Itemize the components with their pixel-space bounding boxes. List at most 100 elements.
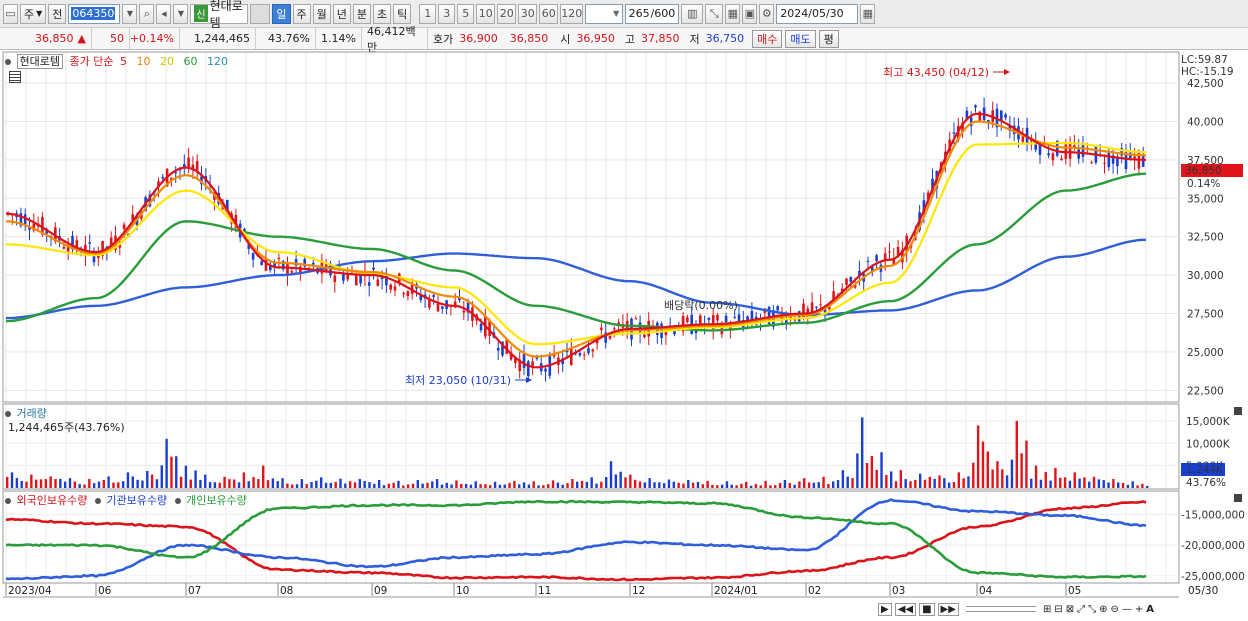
volume-bar — [406, 484, 410, 488]
zoom-in-icon[interactable]: + — [1134, 603, 1144, 615]
candle-body — [1090, 162, 1093, 164]
gear-icon[interactable]: ⚙ — [759, 3, 775, 24]
volume-bar — [92, 483, 96, 488]
forward-icon[interactable]: ▶▶ — [937, 602, 959, 616]
volume-bar — [981, 441, 985, 488]
speaker-icon[interactable]: ◂ — [156, 3, 172, 24]
candle-body — [931, 178, 934, 191]
period-mode-select[interactable]: 주 ▼ — [20, 3, 47, 24]
chart-canvas[interactable]: 42,500 40,000 37,500 35,000 32,500 30,000 27,5… — [0, 50, 1248, 621]
candle-type-icon[interactable]: ▥ — [681, 3, 704, 24]
institution-holdings-label[interactable]: 기관보유수량 — [106, 494, 168, 507]
candle-body — [828, 306, 831, 310]
volume-bar — [803, 478, 806, 488]
interval-day[interactable]: 일 — [272, 3, 291, 24]
tool-icon-4[interactable]: ⤢ — [1077, 603, 1086, 615]
volume-bar — [648, 478, 651, 488]
volume-bar — [638, 481, 642, 488]
candle-body — [406, 291, 410, 296]
step-3[interactable]: 3 — [438, 3, 456, 24]
search-icon[interactable]: ⌕ — [139, 3, 155, 24]
tool-icon-7[interactable]: ⊖ — [1110, 603, 1119, 615]
table-mini-icon[interactable] — [9, 71, 21, 83]
volume-close-icon[interactable] — [1234, 407, 1242, 415]
interval-month[interactable]: 월 — [312, 3, 331, 24]
volume-bar — [986, 451, 989, 488]
step-5[interactable]: 5 — [457, 3, 475, 24]
step-120[interactable]: 120 — [560, 3, 584, 24]
stock-name-field[interactable]: 신 현대로템 — [190, 0, 249, 30]
save-icon[interactable]: ▣ — [742, 3, 758, 24]
volume-bar — [208, 482, 212, 488]
interval-year[interactable]: 년 — [332, 3, 351, 24]
interval-second[interactable]: 초 — [373, 3, 392, 24]
stop-icon[interactable]: ■ — [919, 602, 935, 616]
quote-prices: 호가 36,900 36,850 시 36,950 고 37,850 저 36,… — [428, 28, 749, 49]
interval-tick[interactable]: 틱 — [393, 3, 412, 24]
ma-line-10 — [5, 120, 1147, 358]
volume-bar — [1107, 482, 1110, 488]
window-icon[interactable]: ▭ — [3, 3, 18, 24]
volume-bar — [150, 474, 154, 488]
settings-mini-icon[interactable] — [94, 498, 101, 504]
count-input[interactable]: 265/600 — [625, 3, 680, 24]
tool-icon-5[interactable]: ⤡ — [1088, 603, 1097, 615]
candle-body — [342, 274, 345, 281]
font-size-icon[interactable]: A — [1146, 603, 1155, 615]
settings-mini-icon[interactable] — [5, 59, 11, 65]
eval-button[interactable]: 평 — [818, 29, 839, 48]
volume-bar — [865, 463, 869, 488]
stock-code-input[interactable]: 064350 — [68, 3, 121, 24]
individual-holdings-label[interactable]: 개인보유수량 — [186, 494, 247, 507]
candle-body — [978, 111, 982, 122]
candle-body — [802, 303, 805, 319]
custom-step-input[interactable]: ▼ — [585, 3, 624, 24]
step-30[interactable]: 30 — [518, 3, 538, 24]
settings-mini-icon[interactable] — [5, 411, 11, 417]
zoom-out-icon[interactable]: — — [1121, 603, 1132, 615]
tool-icon-6[interactable]: ⊕ — [1099, 603, 1108, 615]
volume-bar — [368, 482, 371, 488]
settings-mini-icon[interactable] — [5, 498, 11, 504]
foreign-holdings-label[interactable]: 외국인보유수량 — [16, 494, 88, 507]
volume-bar — [1044, 471, 1047, 488]
step-60[interactable]: 60 — [539, 3, 559, 24]
step-10[interactable]: 10 — [476, 3, 496, 24]
candle-body — [170, 177, 173, 181]
x-axis-label: 09 — [374, 585, 387, 597]
interval-week[interactable]: 주 — [292, 3, 311, 24]
date-input[interactable]: 2024/05/30 — [776, 3, 859, 24]
interval-minute[interactable]: 분 — [352, 3, 372, 24]
stock-name-dropdown[interactable] — [250, 3, 271, 24]
zoom-slider[interactable] — [965, 606, 1036, 612]
step-1[interactable]: 1 — [419, 3, 437, 24]
tool-icon-1[interactable]: ⊞ — [1042, 603, 1052, 615]
price-panel-title[interactable]: 현대로템 — [16, 54, 63, 69]
grid-icon[interactable]: ▦ — [725, 3, 741, 24]
play-icon[interactable]: ▶ — [878, 602, 892, 616]
volume-bar — [1063, 477, 1067, 488]
high-price: 37,850 — [641, 32, 680, 45]
tool-icon-3[interactable]: ⊠ — [1065, 603, 1075, 615]
draw-tool-icon[interactable]: ⤡ — [705, 3, 724, 24]
buy-button[interactable]: 매수 — [752, 29, 783, 48]
calendar-icon[interactable]: ▦ — [860, 3, 876, 24]
tool-icon-2[interactable]: ⊟ — [1054, 603, 1063, 615]
candle-body — [746, 316, 749, 321]
candle-body — [522, 354, 526, 368]
volume-bar — [194, 470, 197, 488]
x-axis-label: 07 — [188, 585, 201, 597]
speaker-dropdown-icon[interactable]: ▼ — [173, 3, 189, 24]
volume-bar — [97, 481, 101, 488]
holdings-layer — [5, 498, 1147, 582]
step-20[interactable]: 20 — [497, 3, 517, 24]
sell-button[interactable]: 매도 — [785, 29, 816, 48]
code-dropdown-icon[interactable]: ▼ — [122, 3, 138, 24]
volume-panel-title[interactable]: 거래량 — [16, 407, 47, 420]
holdings-close-icon[interactable] — [1234, 494, 1242, 502]
settings-mini-icon[interactable] — [174, 498, 181, 504]
prev-button[interactable]: 전 — [48, 3, 67, 24]
volume-bar — [435, 479, 439, 488]
candle-body — [41, 216, 44, 235]
rewind-icon[interactable]: ◀◀ — [894, 602, 917, 616]
